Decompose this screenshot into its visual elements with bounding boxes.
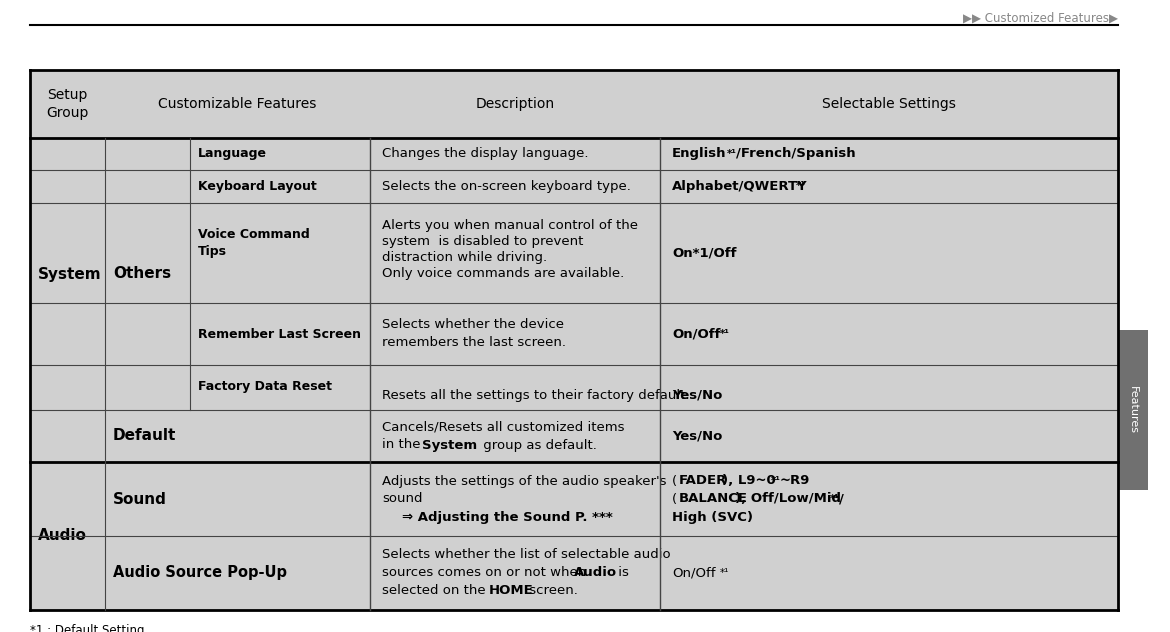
Text: *¹: *¹ (720, 568, 729, 578)
Text: System: System (422, 439, 477, 451)
Text: Voice Command
Tips: Voice Command Tips (198, 228, 310, 258)
Text: On/Off: On/Off (672, 327, 721, 341)
Text: *¹: *¹ (720, 329, 730, 339)
Text: group as default.: group as default. (479, 439, 597, 451)
Text: BALANCE: BALANCE (679, 492, 748, 506)
Text: Alerts you when manual control of the: Alerts you when manual control of the (381, 219, 638, 231)
Text: (: ( (672, 475, 677, 487)
Text: *¹: *¹ (796, 181, 806, 191)
Text: /French/Spanish: /French/Spanish (736, 147, 855, 161)
Text: Adjusts the settings of the audio speaker's: Adjusts the settings of the audio speake… (381, 475, 667, 487)
Text: sound: sound (381, 492, 422, 506)
Text: Changes the display language.: Changes the display language. (381, 147, 589, 161)
Text: On*1/Off: On*1/Off (672, 246, 736, 260)
Text: ~R9: ~R9 (780, 475, 811, 487)
Text: Selects whether the device: Selects whether the device (381, 319, 564, 332)
Text: Description: Description (475, 97, 555, 111)
Text: remembers the last screen.: remembers the last screen. (381, 336, 566, 349)
Text: Default: Default (113, 428, 177, 444)
Bar (1119, 330, 1148, 490)
Text: *¹: *¹ (830, 494, 840, 504)
Text: Features: Features (1128, 386, 1138, 434)
Text: ), Off/Low/Mid: ), Off/Low/Mid (735, 492, 841, 506)
Text: ⇒ Adjusting the Sound P. ***: ⇒ Adjusting the Sound P. *** (402, 511, 613, 523)
Text: Customizable Features: Customizable Features (158, 97, 317, 111)
Text: Remember Last Screen: Remember Last Screen (198, 327, 362, 341)
Text: Setup
Group: Setup Group (47, 88, 89, 119)
Text: Yes/No: Yes/No (672, 430, 722, 442)
Text: ▶▶ Customized Features▶: ▶▶ Customized Features▶ (963, 12, 1119, 25)
Text: (: ( (672, 492, 677, 506)
Text: FADER: FADER (679, 475, 728, 487)
Text: Others: Others (113, 267, 171, 281)
Text: English: English (672, 147, 727, 161)
Text: in the: in the (381, 439, 425, 451)
Text: High (SVC): High (SVC) (672, 511, 753, 523)
Text: Only voice commands are available.: Only voice commands are available. (381, 267, 625, 281)
Text: distraction while driving.: distraction while driving. (381, 252, 548, 265)
Text: Audio: Audio (574, 566, 617, 580)
Text: *¹: *¹ (771, 476, 780, 486)
Text: Keyboard Layout: Keyboard Layout (198, 180, 317, 193)
Text: Alphabet/QWERTY: Alphabet/QWERTY (672, 180, 807, 193)
Text: Audio: Audio (37, 528, 87, 544)
Text: is: is (614, 566, 629, 580)
Text: Cancels/Resets all customized items: Cancels/Resets all customized items (381, 420, 625, 434)
Text: Factory Data Reset: Factory Data Reset (198, 380, 332, 393)
Text: Selectable Settings: Selectable Settings (823, 97, 956, 111)
Text: Yes/No: Yes/No (672, 389, 722, 402)
Text: System: System (37, 267, 102, 281)
Text: On/Off: On/Off (672, 566, 716, 580)
Text: Resets all the settings to their factory default.: Resets all the settings to their factory… (381, 389, 689, 402)
Text: ), L9~0: ), L9~0 (722, 475, 776, 487)
Text: selected on the: selected on the (381, 585, 490, 597)
Text: screen.: screen. (525, 585, 578, 597)
Text: HOME: HOME (489, 585, 534, 597)
Text: system  is disabled to prevent: system is disabled to prevent (381, 234, 584, 248)
Text: Selects the on-screen keyboard type.: Selects the on-screen keyboard type. (381, 180, 631, 193)
Bar (30, 70, 1119, 610)
Text: /: / (839, 492, 844, 506)
Text: Language: Language (198, 147, 267, 161)
Text: Selects whether the list of selectable audio: Selects whether the list of selectable a… (381, 549, 670, 561)
Text: *¹: *¹ (727, 149, 737, 159)
Text: Sound: Sound (113, 492, 167, 506)
Text: *1 : Default Setting: *1 : Default Setting (30, 624, 145, 632)
Text: Audio Source Pop-Up: Audio Source Pop-Up (113, 566, 287, 581)
Text: sources comes on or not when: sources comes on or not when (381, 566, 591, 580)
